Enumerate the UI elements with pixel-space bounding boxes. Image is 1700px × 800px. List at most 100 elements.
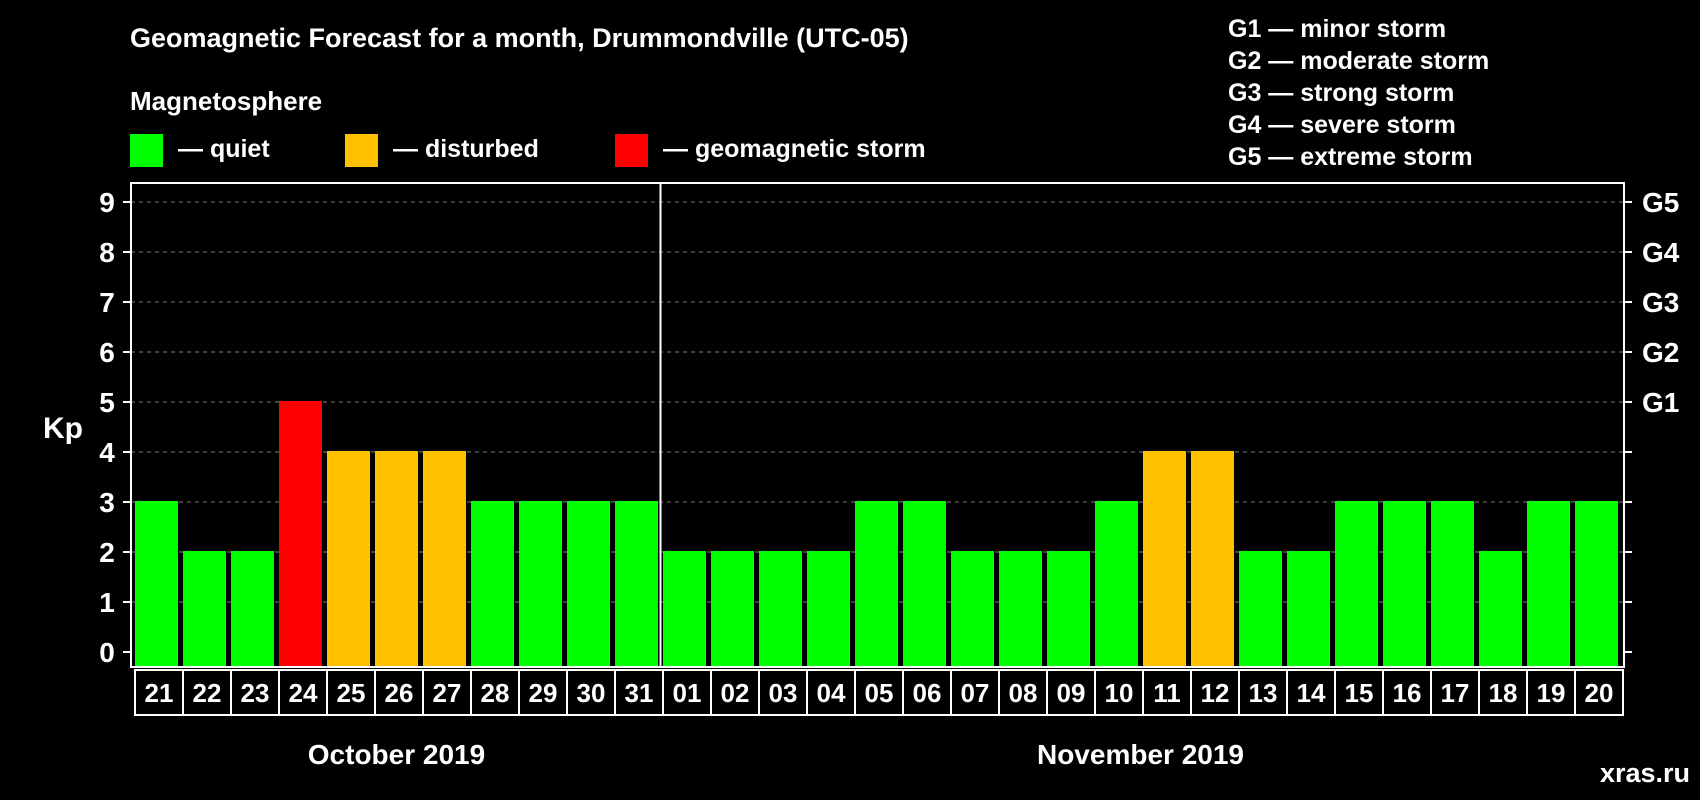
chart-title: Geomagnetic Forecast for a month, Drummo… — [130, 23, 909, 53]
bar-09 — [1047, 551, 1090, 667]
x-tick-label-02: 02 — [721, 678, 750, 708]
right-g-axis: G1 G2 G3 G4 G5 — [1624, 187, 1680, 653]
x-tick-label-10: 10 — [1105, 678, 1134, 708]
bar-01 — [663, 551, 706, 667]
bar-16 — [1383, 501, 1426, 667]
bar-28 — [471, 501, 514, 667]
storm-legend-item-1: G2 — moderate storm — [1228, 47, 1489, 75]
right-axis-label-G2: G2 — [1642, 337, 1679, 368]
x-tick-label-23: 23 — [241, 678, 270, 708]
bar-17 — [1431, 501, 1474, 667]
bar-07 — [951, 551, 994, 667]
right-axis-label-G5: G5 — [1642, 187, 1679, 218]
month-label-1: November 2019 — [1037, 739, 1244, 770]
x-tick-label-13: 13 — [1249, 678, 1278, 708]
bar-series — [135, 401, 1618, 667]
y-tick-label-5: 5 — [99, 387, 115, 418]
bar-25 — [327, 451, 370, 667]
magnetosphere-legend: — quiet — disturbed — geomagnetic storm — [130, 134, 926, 167]
legend-label-1: — disturbed — [393, 135, 539, 163]
x-tick-label-05: 05 — [865, 678, 894, 708]
storm-legend-item-3: G4 — severe storm — [1228, 111, 1456, 139]
x-tick-label-07: 07 — [961, 678, 990, 708]
bar-27 — [423, 451, 466, 667]
storm-legend-item-2: G3 — strong storm — [1228, 79, 1454, 107]
y-axis-label: Kp — [43, 412, 83, 445]
x-tick-label-26: 26 — [385, 678, 414, 708]
right-axis-label-G3: G3 — [1642, 287, 1679, 318]
x-tick-label-19: 19 — [1537, 678, 1566, 708]
x-tick-label-12: 12 — [1201, 678, 1230, 708]
x-tick-label-20: 20 — [1585, 678, 1614, 708]
legend-swatch-2 — [615, 134, 648, 167]
y-tick-label-2: 2 — [99, 537, 115, 568]
x-tick-label-27: 27 — [433, 678, 462, 708]
x-tick-label-14: 14 — [1297, 678, 1326, 708]
legend-title: Magnetosphere — [130, 86, 322, 116]
bar-18 — [1479, 551, 1522, 667]
bar-02 — [711, 551, 754, 667]
x-tick-label-22: 22 — [193, 678, 222, 708]
x-axis-day-labels: 21 22 23 24 25 26 27 28 29 30 31 01 02 03 04 05 06 07 08 09… — [134, 669, 1624, 716]
bar-14 — [1287, 551, 1330, 667]
x-tick-label-30: 30 — [577, 678, 606, 708]
x-tick-label-29: 29 — [529, 678, 558, 708]
bar-11 — [1143, 451, 1186, 667]
left-y-axis: 0 1 2 3 4 5 6 7 8 9 — [99, 187, 131, 668]
storm-legend-item-0: G1 — minor storm — [1228, 15, 1446, 43]
bar-22 — [183, 551, 226, 667]
bar-10 — [1095, 501, 1138, 667]
x-tick-label-08: 08 — [1009, 678, 1038, 708]
y-tick-label-8: 8 — [99, 237, 115, 268]
x-tick-label-18: 18 — [1489, 678, 1518, 708]
bar-21 — [135, 501, 178, 667]
bar-12 — [1191, 451, 1234, 667]
x-tick-label-15: 15 — [1345, 678, 1374, 708]
bar-24 — [279, 401, 322, 667]
x-tick-label-01: 01 — [673, 678, 702, 708]
bar-06 — [903, 501, 946, 667]
x-tick-label-06: 06 — [913, 678, 942, 708]
bar-19 — [1527, 501, 1570, 667]
x-tick-label-24: 24 — [289, 678, 318, 708]
right-axis-label-G1: G1 — [1642, 387, 1679, 418]
storm-scale-legend: G1 — minor storm G2 — moderate storm G3 — … — [1228, 15, 1489, 171]
legend-swatch-1 — [345, 134, 378, 167]
plot-frame — [130, 182, 1625, 668]
legend-swatch-0 — [130, 134, 163, 167]
bar-30 — [567, 501, 610, 667]
x-axis-label-frame — [134, 669, 1624, 716]
bar-15 — [1335, 501, 1378, 667]
bar-29 — [519, 501, 562, 667]
bar-26 — [375, 451, 418, 667]
right-axis-label-G4: G4 — [1642, 237, 1680, 268]
x-tick-label-28: 28 — [481, 678, 510, 708]
watermark: xras.ru — [1600, 758, 1690, 788]
legend-label-2: — geomagnetic storm — [663, 135, 926, 163]
x-tick-label-17: 17 — [1441, 678, 1470, 708]
x-tick-label-09: 09 — [1057, 678, 1086, 708]
y-tick-label-7: 7 — [99, 287, 115, 318]
x-tick-label-04: 04 — [817, 678, 846, 708]
y-tick-label-6: 6 — [99, 337, 115, 368]
y-tick-label-0: 0 — [99, 637, 115, 668]
y-tick-label-4: 4 — [99, 437, 115, 468]
bar-03 — [759, 551, 802, 667]
bar-13 — [1239, 551, 1282, 667]
month-labels: October 2019 November 2019 — [308, 739, 1244, 770]
x-tick-label-03: 03 — [769, 678, 798, 708]
bar-20 — [1575, 501, 1618, 667]
x-tick-label-21: 21 — [145, 678, 174, 708]
y-tick-label-3: 3 — [99, 487, 115, 518]
x-tick-label-11: 11 — [1153, 678, 1181, 708]
bar-31 — [615, 501, 658, 667]
bar-08 — [999, 551, 1042, 667]
bar-04 — [807, 551, 850, 667]
x-tick-label-31: 31 — [625, 678, 654, 708]
storm-legend-item-4: G5 — extreme storm — [1228, 143, 1473, 171]
y-tick-label-1: 1 — [99, 587, 115, 618]
x-tick-label-16: 16 — [1393, 678, 1422, 708]
month-label-0: October 2019 — [308, 739, 485, 770]
bar-23 — [231, 551, 274, 667]
